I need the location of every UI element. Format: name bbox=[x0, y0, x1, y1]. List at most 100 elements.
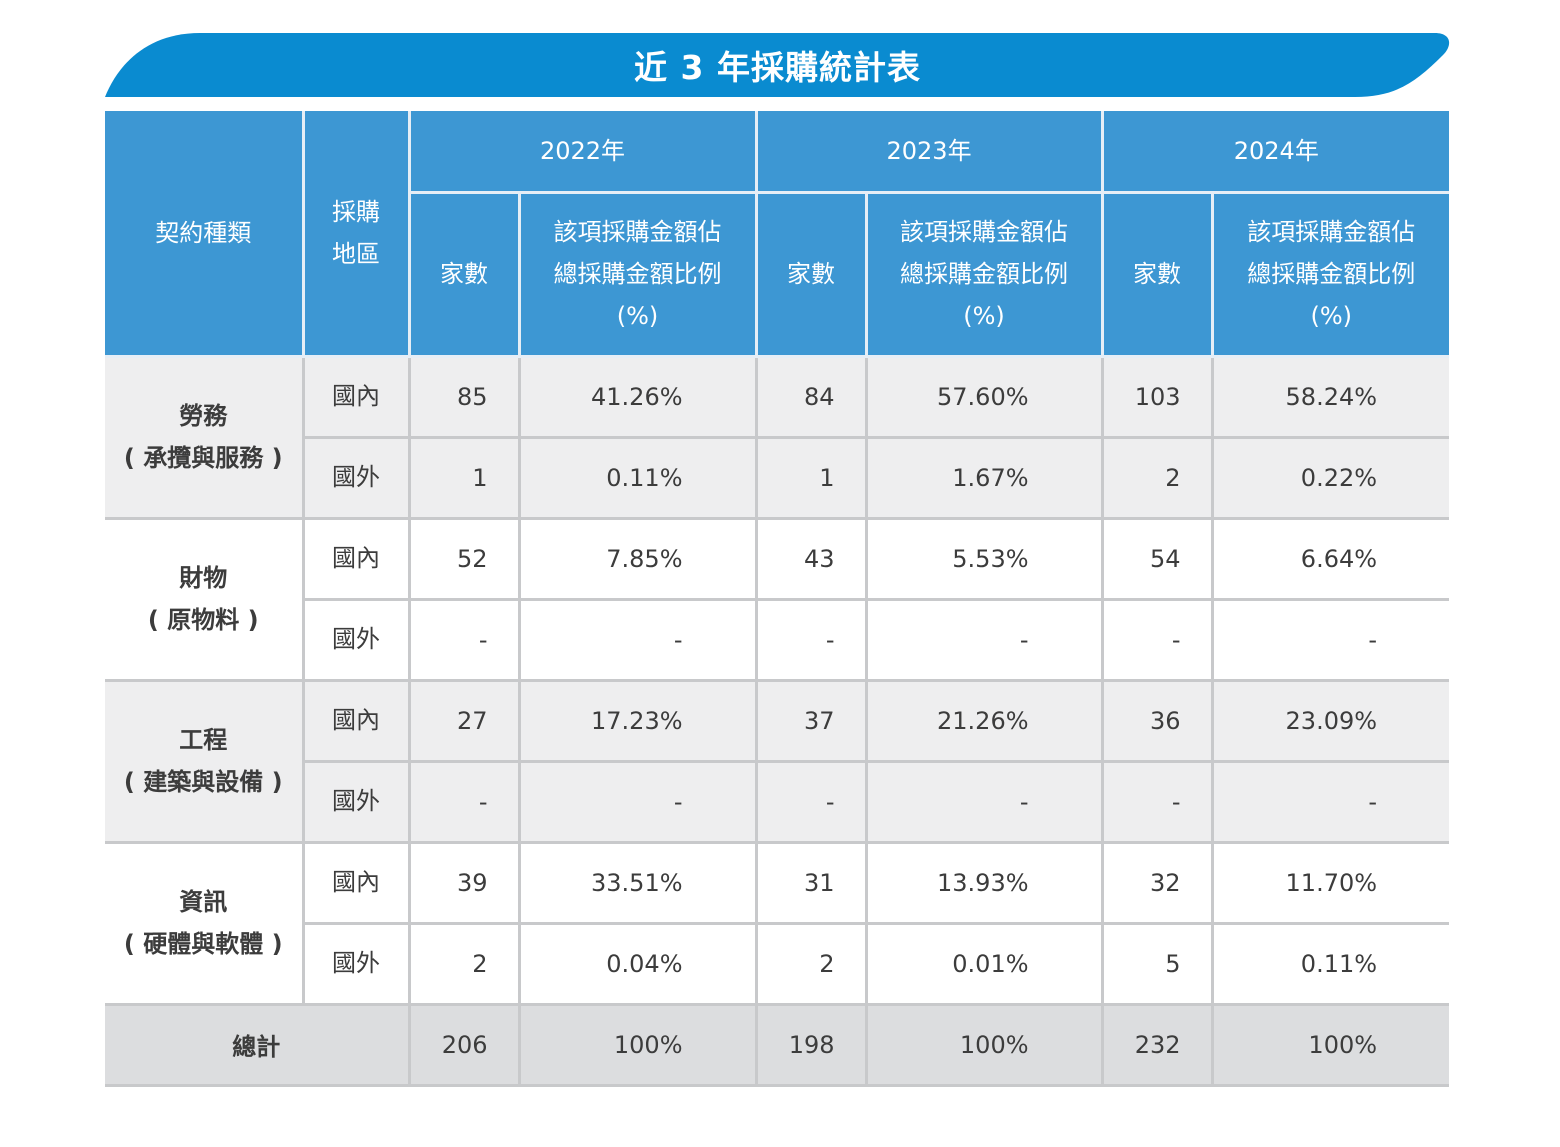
count-cell: - bbox=[407, 597, 521, 682]
ratio-cell: - bbox=[864, 759, 1104, 844]
category-name: 財物 bbox=[179, 564, 228, 592]
header-year-row: 契約種類 採購 地區 2022年 2023年 2024年 bbox=[105, 111, 1450, 358]
count-cell: 32 bbox=[1100, 840, 1214, 925]
total-ratio-2023: 100% bbox=[864, 1002, 1104, 1087]
category-name: 勞務 bbox=[179, 402, 228, 430]
year-header-2024: 2024年 bbox=[1100, 111, 1450, 194]
ratio-header-line3: (%) bbox=[616, 302, 659, 330]
header-sub-row: 家數 該項採購金額佔 總採購金額比例 (%) 家數 該項採購金額佔 總採購金額比… bbox=[105, 190, 1450, 358]
count-cell: 52 bbox=[407, 516, 521, 601]
ratio-header-line3: (%) bbox=[1310, 302, 1353, 330]
total-ratio-2022: 100% bbox=[517, 1002, 758, 1087]
table-row: 國外 1 0.11% 1 1.67% 2 0.22% bbox=[105, 435, 1450, 520]
ratio-cell: 41.26% bbox=[517, 354, 758, 439]
banner-shape bbox=[105, 33, 1450, 97]
total-count-2022: 206 bbox=[407, 1002, 521, 1087]
count-cell: 2 bbox=[1100, 435, 1214, 520]
total-row: 總計 206 100% 198 100% 232 100% bbox=[105, 1002, 1450, 1087]
ratio-cell: - bbox=[864, 597, 1104, 682]
year-header-2022: 2022年 bbox=[407, 111, 758, 194]
ratio-header-line1: 該項採購金額佔 bbox=[1247, 218, 1416, 246]
region-cell: 國內 bbox=[301, 678, 411, 763]
region-cell: 國外 bbox=[303, 921, 411, 1006]
ratio-cell: 57.60% bbox=[864, 354, 1104, 439]
total-count-2024: 232 bbox=[1100, 1002, 1214, 1087]
count-header-2024: 家數 bbox=[1100, 190, 1214, 358]
ratio-cell: 33.51% bbox=[517, 840, 758, 925]
category-name: 資訊 bbox=[179, 888, 228, 916]
count-cell: 37 bbox=[754, 678, 868, 763]
ratio-cell: - bbox=[1210, 597, 1450, 682]
region-cell: 國內 bbox=[301, 516, 411, 601]
category-subtitle: ( 原物料 ) bbox=[147, 606, 259, 634]
count-cell: - bbox=[1100, 759, 1214, 844]
ratio-cell: 1.67% bbox=[864, 435, 1104, 520]
count-cell: 36 bbox=[1100, 678, 1214, 763]
category-cell: 資訊 ( 硬體與軟體 ) bbox=[105, 840, 305, 1006]
region-cell: 國內 bbox=[301, 354, 411, 439]
ratio-header-line2: 總採購金額比例 bbox=[900, 260, 1069, 288]
ratio-header-2023: 該項採購金額佔 總採購金額比例 (%) bbox=[864, 190, 1104, 358]
ratio-cell: 11.70% bbox=[1210, 840, 1450, 925]
ratio-cell: - bbox=[1210, 759, 1450, 844]
procurement-stats-table: 契約種類 採購 地區 2022年 2023年 2024年 家數 該項採購金額佔 … bbox=[105, 111, 1450, 1087]
ratio-cell: 0.01% bbox=[864, 921, 1104, 1006]
table-row: 財物 ( 原物料 ) 國內 52 7.85% 43 5.53% 54 6.64% bbox=[105, 516, 1450, 682]
category-subtitle: ( 建築與設備 ) bbox=[123, 768, 283, 796]
ratio-header-line3: (%) bbox=[963, 302, 1005, 330]
ratio-cell: 0.11% bbox=[1210, 921, 1450, 1006]
count-cell: - bbox=[407, 759, 521, 844]
ratio-cell: 17.23% bbox=[517, 678, 758, 763]
table-row: 國外 - - - - - - bbox=[105, 759, 1450, 844]
category-name: 工程 bbox=[179, 726, 228, 754]
year-header-2023: 2023年 bbox=[754, 111, 1104, 194]
count-cell: - bbox=[754, 759, 868, 844]
table-row: 國外 2 0.04% 2 0.01% 5 0.11% bbox=[105, 921, 1450, 1006]
ratio-header-line2: 總採購金額比例 bbox=[553, 260, 722, 288]
count-cell: 39 bbox=[407, 840, 521, 925]
category-subtitle: ( 承攬與服務 ) bbox=[123, 444, 283, 472]
count-cell: 2 bbox=[754, 921, 868, 1006]
title-banner: 近 3 年採購統計表 bbox=[105, 33, 1450, 97]
count-header-2023: 家數 bbox=[754, 190, 868, 358]
contract-type-header: 契約種類 bbox=[105, 111, 305, 358]
ratio-cell: 23.09% bbox=[1210, 678, 1450, 763]
category-cell: 財物 ( 原物料 ) bbox=[105, 516, 305, 682]
count-cell: - bbox=[1100, 597, 1214, 682]
table-row: 工程 ( 建築與設備 ) 國內 27 17.23% 37 21.26% 36 2… bbox=[105, 678, 1450, 844]
count-cell: 27 bbox=[407, 678, 521, 763]
ratio-cell: 0.22% bbox=[1210, 435, 1450, 520]
ratio-cell: - bbox=[517, 597, 758, 682]
ratio-cell: 58.24% bbox=[1210, 354, 1450, 439]
total-count-2023: 198 bbox=[754, 1002, 868, 1087]
ratio-cell: 7.85% bbox=[517, 516, 758, 601]
ratio-cell: 6.64% bbox=[1210, 516, 1450, 601]
region-cell: 國內 bbox=[301, 840, 411, 925]
category-subtitle: ( 硬體與軟體 ) bbox=[123, 930, 283, 958]
ratio-header-2022: 該項採購金額佔 總採購金額比例 (%) bbox=[517, 190, 758, 358]
region-header: 採購 地區 bbox=[301, 111, 411, 358]
total-ratio-2024: 100% bbox=[1210, 1002, 1450, 1087]
region-header-line2: 地區 bbox=[332, 239, 380, 268]
table-row: 資訊 ( 硬體與軟體 ) 國內 39 33.51% 31 13.93% 32 1… bbox=[105, 840, 1450, 1006]
ratio-cell: 13.93% bbox=[864, 840, 1104, 925]
count-cell: 5 bbox=[1100, 921, 1214, 1006]
region-cell: 國外 bbox=[303, 435, 411, 520]
ratio-cell: 0.04% bbox=[517, 921, 758, 1006]
ratio-header-line1: 該項採購金額佔 bbox=[900, 218, 1069, 246]
ratio-header-line1: 該項採購金額佔 bbox=[553, 218, 722, 246]
ratio-cell: 5.53% bbox=[864, 516, 1104, 601]
ratio-cell: 21.26% bbox=[864, 678, 1104, 763]
page-title: 近 3 年採購統計表 bbox=[634, 48, 921, 87]
table-row: 國外 - - - - - - bbox=[105, 597, 1450, 682]
region-header-line1: 採購 bbox=[332, 197, 380, 226]
ratio-header-line2: 總採購金額比例 bbox=[1247, 260, 1416, 288]
count-cell: 31 bbox=[754, 840, 868, 925]
count-cell: 84 bbox=[754, 354, 868, 439]
count-cell: 54 bbox=[1100, 516, 1214, 601]
count-header-2022: 家數 bbox=[409, 190, 521, 358]
count-cell: - bbox=[754, 597, 868, 682]
category-cell: 工程 ( 建築與設備 ) bbox=[105, 678, 305, 844]
count-cell: 1 bbox=[407, 435, 521, 520]
count-cell: 85 bbox=[407, 354, 521, 439]
